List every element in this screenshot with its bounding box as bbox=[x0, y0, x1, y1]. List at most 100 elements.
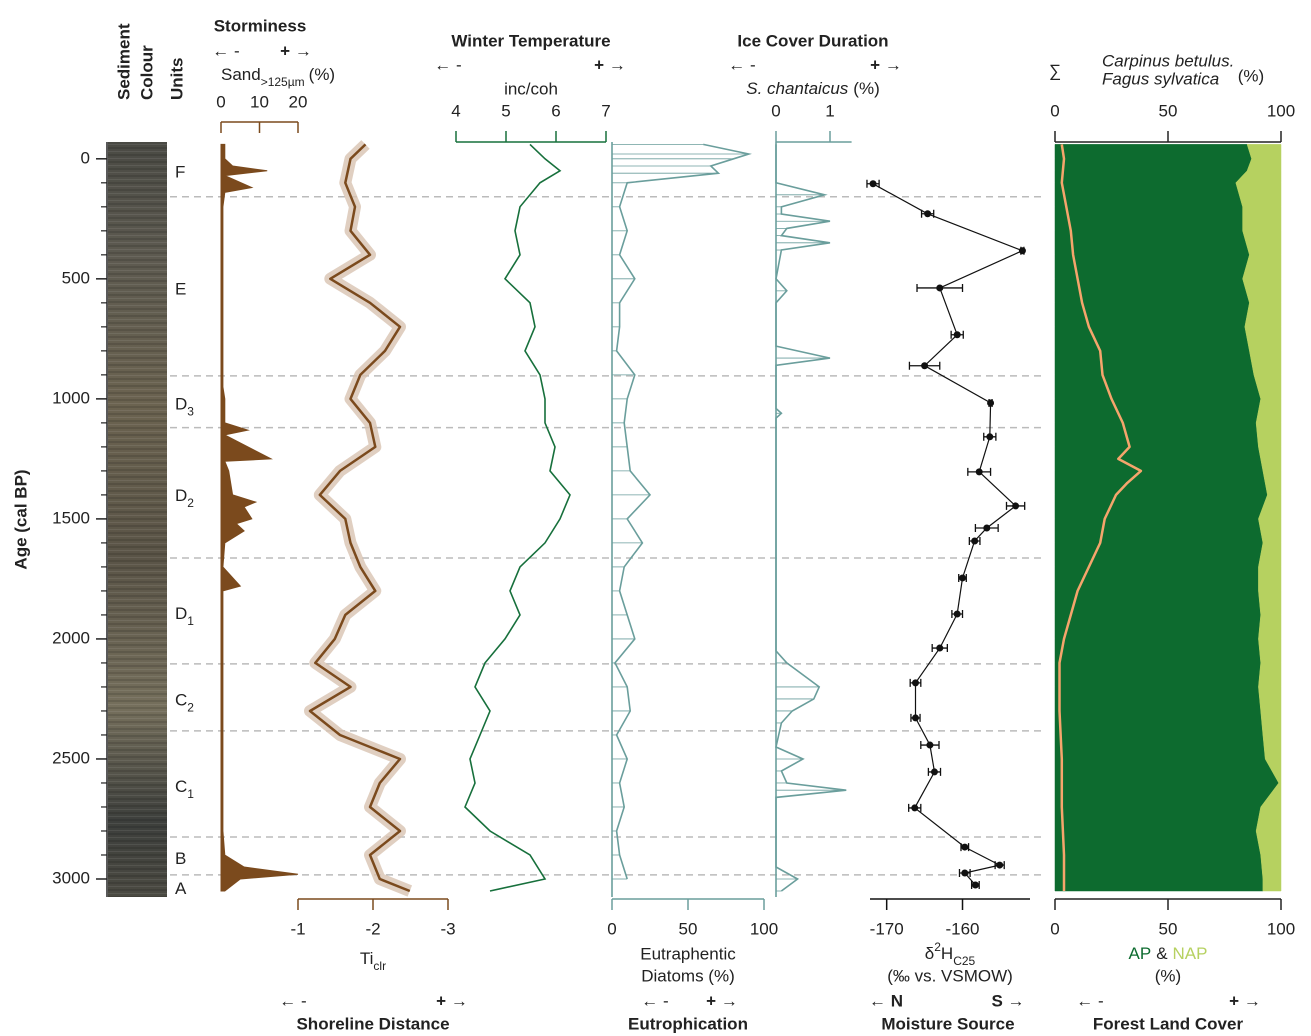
line-name: Fagus sylvatica bbox=[1102, 69, 1219, 88]
panel-title: Winter Temperature bbox=[451, 31, 610, 50]
d2h-point bbox=[1018, 247, 1026, 255]
unit-label: C1 bbox=[175, 777, 194, 801]
d2h-point bbox=[921, 362, 929, 370]
x-tick-label: -160 bbox=[945, 919, 979, 938]
d2h-point bbox=[911, 804, 919, 812]
arrow-minus: ← - bbox=[728, 55, 755, 74]
x-tick-label: 10 bbox=[250, 92, 269, 111]
x-tick-label: 0 bbox=[216, 92, 225, 111]
panel-title: Eutrophication bbox=[628, 1014, 748, 1033]
unit-label-part: A bbox=[175, 879, 187, 898]
x-tick-label: 6 bbox=[551, 101, 560, 120]
legend-part: NAP bbox=[1173, 944, 1208, 963]
unit-label: D3 bbox=[175, 395, 194, 419]
unit-label: D2 bbox=[175, 486, 194, 510]
ti-line bbox=[308, 143, 411, 893]
panel-title: Ice Cover Duration bbox=[737, 31, 888, 50]
d2h-point bbox=[996, 861, 1004, 869]
unit-label-part: 1 bbox=[187, 787, 194, 801]
x-tick-label: -170 bbox=[870, 919, 904, 938]
legend-part: AP bbox=[1129, 944, 1152, 963]
unit-label-part: D bbox=[175, 395, 187, 414]
unit-label-part: C bbox=[175, 777, 187, 796]
unit-label: B bbox=[175, 849, 186, 868]
arrow-minus: ← - bbox=[212, 41, 239, 60]
d2h-point bbox=[959, 574, 967, 582]
age-tick-label: 1000 bbox=[52, 388, 90, 407]
axis-label: Sand>125µm (%) bbox=[221, 65, 335, 89]
line-name: Carpinus betulus. bbox=[1102, 51, 1234, 70]
axis-label: (%) bbox=[1155, 966, 1181, 985]
panel-title: Shoreline Distance bbox=[296, 1014, 449, 1033]
x-tick-label: 1 bbox=[825, 101, 834, 120]
axis-label-part: δ bbox=[925, 944, 934, 963]
d2h-point bbox=[971, 881, 979, 889]
unit-label-part: E bbox=[175, 280, 186, 299]
axis-label-part: (%) bbox=[853, 79, 879, 98]
sample-outline bbox=[775, 144, 847, 892]
d2h-point bbox=[983, 524, 991, 532]
x-tick-label: 0 bbox=[771, 101, 780, 120]
sediment-title: Colour bbox=[137, 45, 156, 100]
d2h-point bbox=[961, 869, 969, 877]
axis-label: S. chantaicus (%) bbox=[746, 79, 880, 98]
d2h-point bbox=[975, 468, 983, 476]
axis-label: Eutraphentic bbox=[640, 944, 736, 963]
arrow-minus: ← N bbox=[869, 991, 903, 1010]
unit-label-part: D bbox=[175, 604, 187, 623]
d2h-point bbox=[961, 843, 969, 851]
panel-title: Storminess bbox=[214, 16, 307, 35]
sand-area bbox=[220, 143, 299, 892]
axis-label: Ticlr bbox=[360, 949, 386, 973]
axis-label-part: (%) bbox=[309, 65, 335, 84]
x-tick-label: 5 bbox=[501, 101, 510, 120]
unit-label-part: D bbox=[175, 486, 187, 505]
unit-label: C2 bbox=[175, 691, 194, 715]
axis-label-part: S. chantaicus bbox=[746, 79, 849, 98]
axis-label-part: Sand bbox=[221, 65, 261, 84]
age-axis-label: Age (cal BP) bbox=[11, 469, 30, 569]
x-tick-label: -2 bbox=[365, 919, 380, 938]
unit-label-part: 3 bbox=[187, 405, 194, 419]
axis-label-part: >125µm bbox=[261, 75, 305, 89]
x-tick-label: 0 bbox=[1050, 101, 1059, 120]
x-tick-label: 0 bbox=[1050, 919, 1059, 938]
unit-label: D1 bbox=[175, 604, 194, 628]
line-unit: (%) bbox=[1238, 66, 1264, 85]
unit-label-part: C bbox=[175, 691, 187, 710]
d2h-point bbox=[936, 644, 944, 652]
d2h-line bbox=[872, 183, 1024, 886]
unit-label-part: 2 bbox=[187, 496, 194, 510]
legend: AP & NAP bbox=[1129, 944, 1208, 963]
arrow-plus: + → bbox=[280, 41, 312, 60]
d2h-point bbox=[930, 768, 938, 776]
x-tick-label: 100 bbox=[750, 919, 778, 938]
axis-label-part: C25 bbox=[953, 954, 975, 968]
d2h-point bbox=[926, 741, 934, 749]
x-tick-label: -3 bbox=[440, 919, 455, 938]
axis-label: inc/coh bbox=[504, 79, 558, 98]
carpinus-fagus-line bbox=[1058, 144, 1143, 891]
x-tick-label: 50 bbox=[1159, 101, 1178, 120]
x-tick-label: 4 bbox=[451, 101, 460, 120]
axis-label-part: clr bbox=[373, 959, 386, 973]
arrow-minus: ← - bbox=[1076, 991, 1103, 1010]
age-tick-label: 500 bbox=[62, 268, 90, 287]
age-tick-label: 1500 bbox=[52, 508, 90, 527]
sum-symbol: ∑ bbox=[1049, 61, 1061, 80]
axis-label-part: Ti bbox=[360, 949, 374, 968]
axis-label: Diatoms (%) bbox=[641, 966, 735, 985]
arrow-plus: S → bbox=[991, 991, 1024, 1010]
x-tick-label: -1 bbox=[290, 919, 305, 938]
pollen-area bbox=[1054, 144, 1279, 892]
arrow-plus: + → bbox=[706, 991, 738, 1010]
arrow-minus: ← - bbox=[641, 991, 668, 1010]
ti-halo bbox=[304, 140, 413, 897]
x-tick-label: 50 bbox=[1159, 919, 1178, 938]
age-tick-label: 0 bbox=[81, 148, 90, 167]
legend-part: & bbox=[1156, 944, 1168, 963]
unit-label-part: 1 bbox=[187, 614, 194, 628]
d2h-point bbox=[869, 180, 877, 188]
unit-label-part: 2 bbox=[187, 701, 194, 715]
